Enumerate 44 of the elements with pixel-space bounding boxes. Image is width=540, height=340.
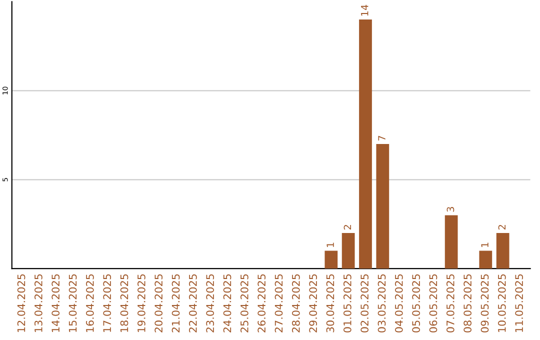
x-tick-label: 09.05.2025 [480, 274, 489, 332]
x-tick-label: 29.04.2025 [309, 274, 318, 332]
x-tick-label: 22.04.2025 [188, 274, 197, 332]
x-tick-label: 18.04.2025 [120, 274, 128, 332]
x-tick-label: 03.05.2025 [378, 274, 386, 332]
data-label: 1 [326, 242, 334, 247]
bar [496, 233, 510, 269]
x-tick-label: 17.04.2025 [103, 274, 112, 332]
x-tick-label: 14.04.2025 [52, 274, 60, 332]
bar [324, 250, 338, 269]
data-label: 2 [344, 225, 352, 230]
data-label: 2 [498, 225, 506, 230]
x-tick-label: 01.05.2025 [343, 274, 352, 332]
bar [359, 19, 372, 269]
data-label: 7 [378, 136, 386, 140]
x-tick-label: 06.05.2025 [429, 274, 438, 332]
x-tick-label: 25.04.2025 [240, 274, 248, 332]
x-tick-label: 27.04.2025 [274, 274, 283, 332]
data-label: 3 [446, 207, 454, 212]
x-tick-label: 12.04.2025 [17, 274, 26, 332]
x-tick-label: 15.04.2025 [68, 274, 77, 332]
x-tick-label: 24.04.2025 [223, 274, 232, 332]
bar [376, 144, 390, 269]
x-tick-label: 10.05.2025 [498, 274, 506, 332]
bar [479, 250, 492, 269]
x-tick-label: 13.04.2025 [34, 274, 42, 332]
x-tick-label: 21.04.2025 [172, 274, 180, 332]
data-label: 14 [361, 4, 368, 16]
data-label: 1 [481, 242, 488, 247]
x-tick-label: 04.05.2025 [394, 274, 403, 332]
x-tick-label: 28.04.2025 [292, 274, 300, 332]
x-tick-label: 08.05.2025 [464, 274, 472, 332]
x-tick-label: 26.04.2025 [258, 274, 266, 332]
x-tick-label: 16.04.2025 [86, 274, 94, 332]
x-tick-label: 23.04.2025 [206, 274, 214, 332]
x-tick-label: 20.04.2025 [154, 274, 163, 332]
x-tick-label: 30.04.2025 [326, 274, 334, 332]
x-tick-label: 07.05.2025 [446, 274, 454, 332]
x-tick-label: 19.04.2025 [137, 274, 146, 332]
bar [444, 215, 458, 269]
x-tick-label: 11.05.2025 [515, 274, 524, 332]
x-tick-label: 05.05.2025 [412, 274, 420, 332]
x-tick-label: 02.05.2025 [360, 274, 369, 332]
bar [342, 233, 355, 269]
